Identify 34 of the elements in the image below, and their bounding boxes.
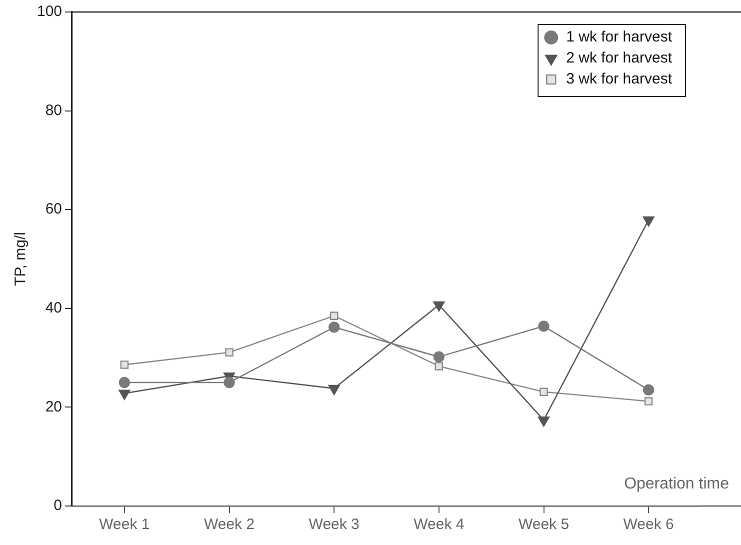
legend-label: 3 wk for harvest (566, 70, 673, 88)
point (540, 388, 548, 396)
x-tick-label: Week 5 (518, 516, 570, 534)
x-tick-label: Week 4 (414, 516, 464, 534)
y-tick-label: 40 (45, 300, 62, 317)
point (644, 397, 653, 406)
x-tick-label: Week 2 (204, 516, 255, 534)
legend-label: 2 wk for harvest (566, 50, 673, 67)
y-tick-label: 60 (45, 200, 62, 218)
x-tick-label: Week 3 (308, 516, 360, 534)
point (328, 384, 340, 396)
y-tick-label: 80 (45, 102, 62, 119)
point (120, 360, 129, 369)
point (433, 301, 445, 312)
point (434, 362, 444, 370)
y-tick-label: 20 (45, 398, 62, 416)
point (330, 312, 338, 320)
point (538, 320, 550, 332)
point (118, 376, 130, 388)
x-tick-label: Week 1 (99, 516, 150, 534)
point (433, 351, 445, 362)
x-tick-label: Week 6 (623, 516, 674, 534)
point (642, 384, 654, 396)
point (642, 216, 654, 227)
y-tick-label: 100 (36, 3, 62, 20)
legend-label: 1 wk for harvest (566, 28, 673, 46)
point (538, 416, 550, 427)
x-axis-title: Operation time (624, 475, 730, 492)
point (328, 322, 340, 333)
y-axis-title: TP, mg/l (12, 232, 30, 286)
point (225, 348, 234, 356)
y-tick-label: 0 (54, 497, 62, 514)
point (224, 376, 235, 388)
point (118, 390, 130, 400)
